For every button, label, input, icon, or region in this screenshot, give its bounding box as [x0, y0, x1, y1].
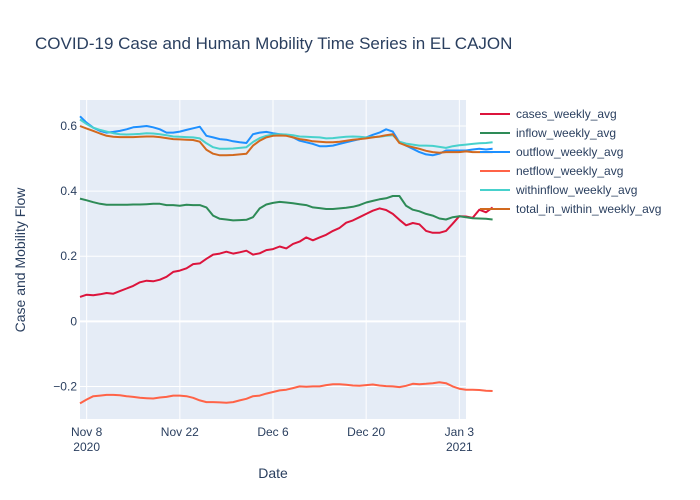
x-tick-label: Nov 22 — [161, 425, 199, 439]
legend-item-inflow_weekly_avg[interactable]: inflow_weekly_avg — [480, 123, 661, 142]
legend-swatch — [480, 188, 510, 191]
legend-label: cases_weekly_avg — [516, 106, 617, 121]
series-line-total_in_within_weekly_avg — [79, 125, 493, 157]
y-tick-label: 0.6 — [60, 119, 77, 133]
x-tick-label: Jan 3 — [445, 425, 475, 439]
legend-swatch — [480, 207, 510, 210]
legend-swatch — [480, 150, 510, 153]
legend-item-total_in_within_weekly_avg[interactable]: total_in_within_weekly_avg — [480, 199, 661, 218]
series-line-netflow_weekly_avg — [79, 381, 493, 405]
series-lines — [79, 115, 494, 405]
x-tick-label: Dec 6 — [257, 425, 289, 439]
series-line-withinflow_weekly_avg — [79, 118, 493, 150]
x-axis-title: Date — [258, 465, 288, 481]
y-tick-label: −0.2 — [53, 379, 77, 393]
legend-label: withinflow_weekly_avg — [516, 182, 638, 197]
x-tick-label: Dec 20 — [347, 425, 385, 439]
legend-item-netflow_weekly_avg[interactable]: netflow_weekly_avg — [480, 161, 661, 180]
legend-item-outflow_weekly_avg[interactable]: outflow_weekly_avg — [480, 142, 661, 161]
legend-item-withinflow_weekly_avg[interactable]: withinflow_weekly_avg — [480, 180, 661, 199]
y-axis-ticks: −0.2 0 0.2 0.4 0.6 — [53, 119, 77, 393]
series-line-cases_weekly_avg — [79, 206, 494, 298]
x-tick-label: Nov 8 — [71, 425, 103, 439]
chart-title: COVID-19 Case and Human Mobility Time Se… — [35, 34, 513, 53]
y-tick-label: 0 — [70, 314, 77, 328]
y-tick-label: 0.4 — [60, 184, 77, 198]
legend-label: total_in_within_weekly_avg — [516, 201, 662, 216]
legend-label: outflow_weekly_avg — [516, 144, 624, 159]
legend-item-cases_weekly_avg[interactable]: cases_weekly_avg — [480, 104, 661, 123]
x-tick-year-label: 2021 — [446, 440, 473, 454]
legend-swatch — [480, 131, 510, 134]
legend-swatch — [480, 112, 510, 115]
legend-label: inflow_weekly_avg — [516, 125, 617, 140]
y-axis-title: Case and Mobility Flow — [12, 187, 28, 333]
legend-label: netflow_weekly_avg — [516, 163, 624, 178]
legend-swatch — [480, 169, 510, 172]
y-tick-label: 0.2 — [60, 249, 77, 263]
x-tick-year-label: 2020 — [73, 440, 100, 454]
series-line-inflow_weekly_avg — [79, 195, 493, 222]
